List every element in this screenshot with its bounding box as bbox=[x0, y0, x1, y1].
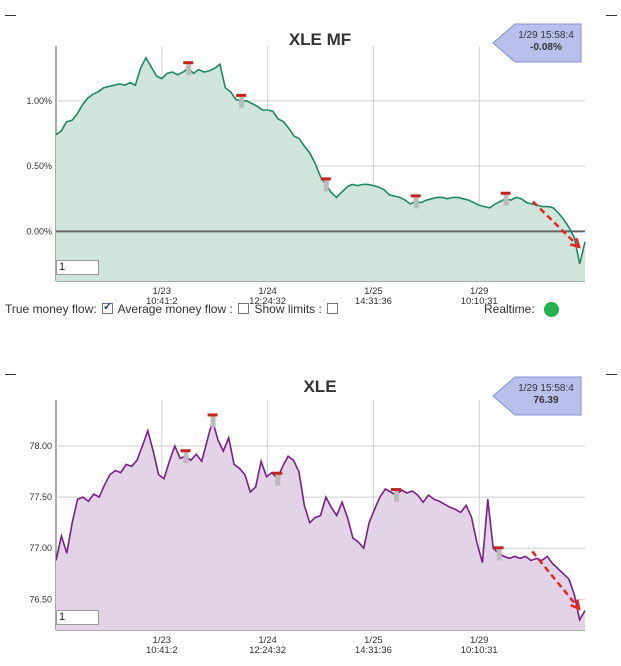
x-tick-label-time: 14:31:36 bbox=[355, 645, 392, 656]
x-tick-label-date: 1/29 bbox=[470, 635, 489, 646]
x-tick-label-time: 12:24:32 bbox=[249, 296, 286, 307]
y-tick-label: 1.00% bbox=[26, 96, 52, 106]
event-marker-stem bbox=[186, 64, 192, 76]
event-marker-stem bbox=[323, 180, 329, 192]
x-tick-label-time: 10:10:31 bbox=[461, 296, 498, 307]
x-tick-label-time: 10:10:31 bbox=[461, 645, 498, 656]
badge-time: 1/29 15:58:4 bbox=[518, 383, 574, 394]
event-marker-flag bbox=[180, 449, 191, 453]
x-tick-label-date: 1/25 bbox=[364, 635, 383, 646]
event-marker-flag bbox=[236, 93, 247, 97]
x-tick-label-date: 1/24 bbox=[258, 286, 277, 297]
series-area bbox=[56, 420, 585, 630]
event-marker-stem bbox=[503, 194, 509, 206]
event-marker-stem bbox=[496, 549, 502, 561]
show-limits-label: Show limits : bbox=[254, 302, 322, 316]
event-marker-stem bbox=[394, 491, 400, 503]
x-tick-label-time: 10:41:2 bbox=[146, 645, 178, 656]
y-tick-label: 0.00% bbox=[26, 226, 52, 236]
average-money-flow-checkbox[interactable] bbox=[238, 303, 250, 314]
period-input[interactable]: 1 bbox=[56, 260, 99, 275]
collapse-dash-left-2[interactable] bbox=[5, 374, 16, 375]
latest-value-badge bbox=[492, 376, 582, 416]
event-marker-stem bbox=[413, 197, 419, 209]
event-marker-stem bbox=[210, 416, 216, 428]
event-marker-stem bbox=[239, 96, 245, 108]
y-tick-label: 77.00 bbox=[29, 543, 52, 553]
y-tick-label: 76.50 bbox=[29, 594, 52, 604]
event-marker-flag bbox=[493, 546, 504, 550]
event-marker-flag bbox=[500, 191, 511, 195]
average-money-flow-label: Average money flow : bbox=[117, 302, 233, 316]
event-marker-flag bbox=[183, 61, 194, 65]
money-flow-panel: XLE MF 1/23 10:41:2 1/24 12:24:32 1/25 14:31:3… bbox=[0, 0, 621, 320]
chart-title: XLE bbox=[303, 377, 336, 396]
x-tick-label-time: 14:31:36 bbox=[355, 296, 392, 307]
event-marker-stem bbox=[183, 452, 189, 464]
badge-value: 76.39 bbox=[533, 395, 558, 406]
x-tick-label-time: 12:24:32 bbox=[249, 645, 286, 656]
controls-row: True money flow: Average money flow : Sh… bbox=[5, 300, 340, 316]
realtime-label: Realtime: bbox=[484, 302, 535, 316]
event-marker-flag bbox=[272, 471, 283, 475]
trend-arrow-line bbox=[532, 200, 580, 248]
series-area bbox=[56, 57, 585, 282]
realtime-status-icon bbox=[544, 302, 560, 317]
collapse-dash-right[interactable] bbox=[606, 15, 617, 16]
badge-time: 1/29 15:58:4 bbox=[518, 30, 574, 41]
event-marker-flag bbox=[320, 177, 331, 181]
y-tick-label: 78.00 bbox=[29, 441, 52, 451]
price-panel: XLE 1/23 10:41:2 1/24 12:24:32 1/25 14:31:36 1/… bbox=[0, 360, 621, 666]
trend-arrow-line bbox=[531, 550, 580, 610]
event-marker-flag bbox=[207, 413, 218, 417]
x-tick-label-time: 10:41:2 bbox=[146, 296, 178, 307]
chart-title: XLE MF bbox=[289, 30, 351, 49]
true-money-flow-checkbox[interactable] bbox=[101, 300, 113, 314]
collapse-dash-left[interactable] bbox=[5, 15, 16, 16]
x-tick-label-date: 1/24 bbox=[258, 635, 277, 646]
x-tick-label-date: 1/23 bbox=[153, 286, 172, 297]
event-marker-stem bbox=[275, 474, 281, 486]
x-tick-label-date: 1/29 bbox=[470, 286, 489, 297]
y-tick-label: 0.50% bbox=[26, 161, 52, 171]
true-money-flow-label: True money flow: bbox=[5, 302, 97, 316]
x-tick-label-date: 1/25 bbox=[364, 286, 383, 297]
latest-value-badge bbox=[492, 23, 582, 63]
badge-value: -0.08% bbox=[530, 42, 562, 53]
series-line bbox=[55, 56, 586, 265]
event-marker-flag bbox=[410, 194, 421, 198]
x-tick-label-date: 1/23 bbox=[153, 635, 172, 646]
y-tick-label: 77.50 bbox=[29, 492, 52, 502]
show-limits-checkbox[interactable] bbox=[327, 303, 339, 314]
collapse-dash-right-2[interactable] bbox=[606, 374, 617, 375]
period-input-2[interactable]: 1 bbox=[56, 610, 99, 625]
realtime-indicator: Realtime: bbox=[484, 302, 560, 317]
trend-arrow-head bbox=[570, 599, 581, 611]
event-marker-flag bbox=[391, 488, 402, 492]
trend-arrow-head bbox=[570, 237, 581, 249]
